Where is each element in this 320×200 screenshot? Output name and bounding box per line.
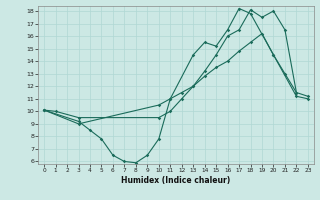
X-axis label: Humidex (Indice chaleur): Humidex (Indice chaleur) — [121, 176, 231, 185]
